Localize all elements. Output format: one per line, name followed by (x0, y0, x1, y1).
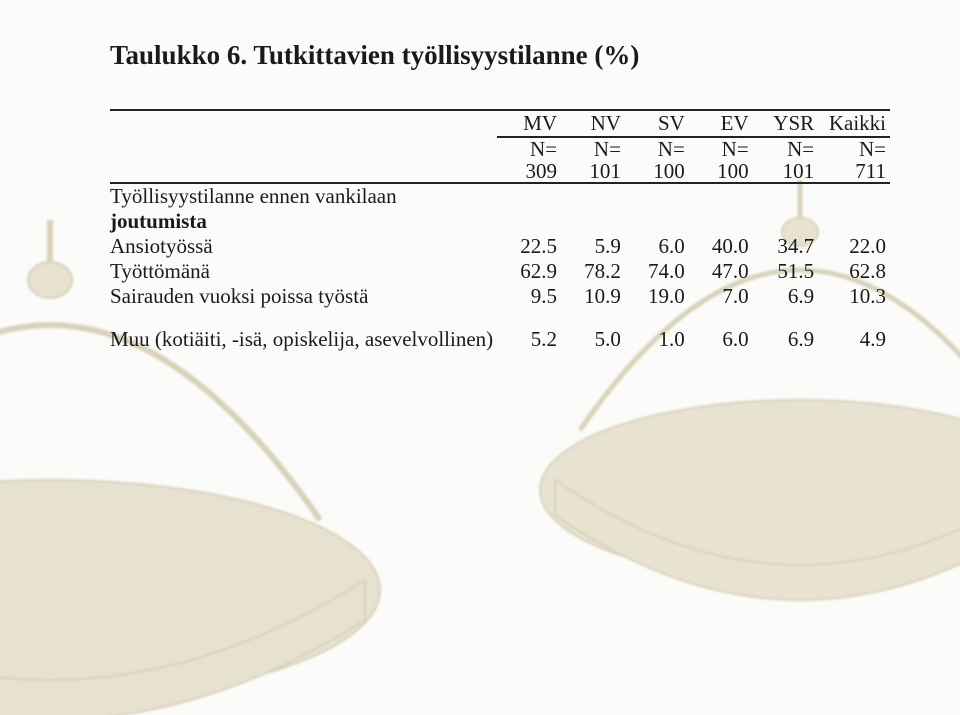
group-sv: SV (625, 110, 689, 137)
group-header-row: MV NV SV EV YSR Kaikki (110, 110, 890, 137)
n-kaikki: N= 711 (818, 137, 890, 183)
slide-content: Taulukko 6. Tutkittavien työllisyystilan… (0, 0, 960, 370)
cell: 6.9 (753, 309, 818, 370)
n-mv: N= 309 (497, 137, 561, 183)
table-row: Muu (kotiäiti, -isä, opiskelija, asevelv… (110, 309, 890, 370)
row-label: Sairauden vuoksi poissa työstä (110, 284, 497, 309)
cell: 5.2 (497, 309, 561, 370)
row-label: Muu (kotiäiti, -isä, opiskelija, asevelv… (110, 309, 497, 370)
n-blank (110, 137, 497, 183)
cell: 47.0 (689, 259, 753, 284)
cell: 5.0 (561, 309, 625, 370)
group-kaikki: Kaikki (818, 110, 890, 137)
group-nv: NV (561, 110, 625, 137)
cell: 6.0 (689, 309, 753, 370)
employment-table: MV NV SV EV YSR Kaikki N= 309 N= 101 N= … (110, 109, 890, 370)
n-row: N= 309 N= 101 N= 100 N= 100 N= 101 N= 71… (110, 137, 890, 183)
group-mv: MV (497, 110, 561, 137)
cell: 1.0 (625, 309, 689, 370)
section-row: Työllisyystilanne ennen vankilaan joutum… (110, 183, 890, 234)
n-ev: N= 100 (689, 137, 753, 183)
cell: 62.9 (497, 259, 561, 284)
n-ysr: N= 101 (753, 137, 818, 183)
cell: 9.5 (497, 284, 561, 309)
cell: 22.0 (818, 234, 890, 259)
table-row: Sairauden vuoksi poissa työstä 9.5 10.9 … (110, 284, 890, 309)
table-title: Taulukko 6. Tutkittavien työllisyystilan… (110, 40, 890, 71)
cell: 10.3 (818, 284, 890, 309)
group-ysr: YSR (753, 110, 818, 137)
cell: 4.9 (818, 309, 890, 370)
cell: 6.0 (625, 234, 689, 259)
cell: 7.0 (689, 284, 753, 309)
cell: 10.9 (561, 284, 625, 309)
section-label: Työllisyystilanne ennen vankilaan joutum… (110, 183, 890, 234)
table-row: Työttömänä 62.9 78.2 74.0 47.0 51.5 62.8 (110, 259, 890, 284)
cell: 6.9 (753, 284, 818, 309)
cell: 19.0 (625, 284, 689, 309)
n-sv: N= 100 (625, 137, 689, 183)
cell: 34.7 (753, 234, 818, 259)
row-label: Ansiotyössä (110, 234, 497, 259)
cell: 51.5 (753, 259, 818, 284)
cell: 40.0 (689, 234, 753, 259)
cell: 62.8 (818, 259, 890, 284)
table-row: Ansiotyössä 22.5 5.9 6.0 40.0 34.7 22.0 (110, 234, 890, 259)
n-nv: N= 101 (561, 137, 625, 183)
header-blank (110, 110, 497, 137)
cell: 78.2 (561, 259, 625, 284)
cell: 5.9 (561, 234, 625, 259)
row-label: Työttömänä (110, 259, 497, 284)
cell: 74.0 (625, 259, 689, 284)
group-ev: EV (689, 110, 753, 137)
cell: 22.5 (497, 234, 561, 259)
